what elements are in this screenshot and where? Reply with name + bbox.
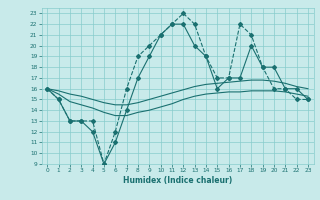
X-axis label: Humidex (Indice chaleur): Humidex (Indice chaleur) [123, 176, 232, 185]
